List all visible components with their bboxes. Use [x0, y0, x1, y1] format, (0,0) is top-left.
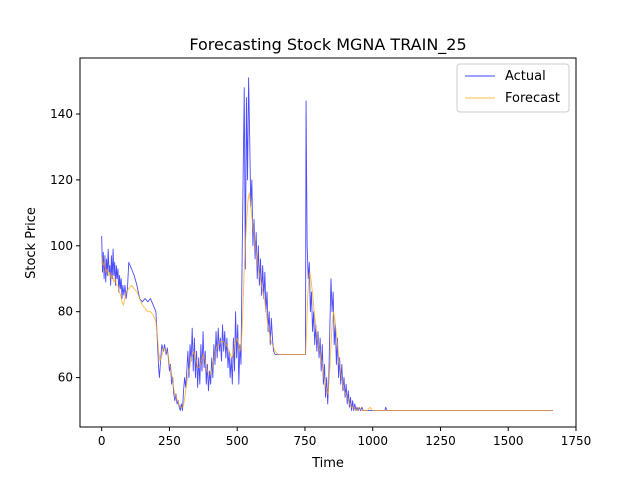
x-axis-label: Time: [311, 456, 344, 471]
y-tick-label: 140: [50, 107, 73, 121]
x-tick-label: 0: [98, 434, 106, 448]
series-line-actual: [101, 77, 553, 411]
chart-title: Forecasting Stock MGNA TRAIN_25: [189, 35, 466, 55]
x-tick-label: 1500: [493, 434, 524, 448]
x-tick-label: 750: [294, 434, 317, 448]
x-tick-label: 250: [158, 434, 181, 448]
x-tick-label: 500: [226, 434, 249, 448]
legend-label-forecast: Forecast: [505, 91, 560, 106]
y-tick-label: 100: [50, 239, 73, 253]
x-tick-label: 1000: [357, 434, 388, 448]
legend-label-actual: Actual: [505, 69, 546, 84]
plot-frame: [79, 57, 577, 428]
x-tick-label: 1750: [561, 434, 592, 448]
y-tick-label: 120: [50, 173, 73, 187]
x-tick-label: 1250: [425, 434, 456, 448]
series-line-forecast: [101, 192, 553, 411]
y-axis-label: Stock Price: [24, 207, 39, 279]
y-tick-label: 60: [58, 371, 73, 385]
axes-layer: 0 250 500 750 1000 1250 1500 1750 60 80 100 120 140: [50, 57, 592, 448]
y-tick-label: 80: [58, 305, 73, 319]
series-layer: [101, 77, 553, 411]
legend: Actual Forecast: [456, 63, 570, 113]
